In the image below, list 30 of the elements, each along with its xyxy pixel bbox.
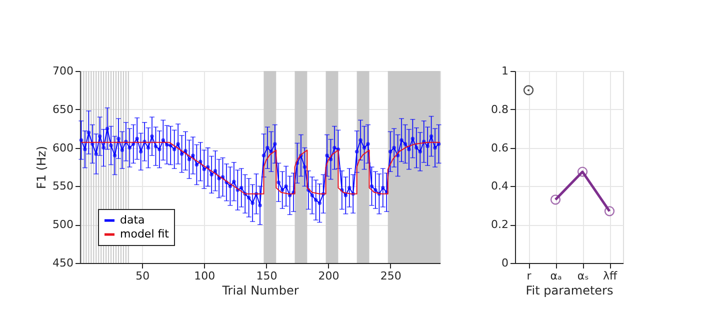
y-tick-label: 0.2 xyxy=(491,218,508,232)
legend-label: data xyxy=(120,214,145,226)
point xyxy=(604,206,615,216)
point xyxy=(577,166,588,177)
x-tick-label: 50 xyxy=(136,270,150,282)
y-axis-title: F1 (Hz) xyxy=(34,146,49,190)
y-tick-label: 550 xyxy=(52,180,74,193)
x-axis-title: Fit parameters xyxy=(526,284,614,298)
y-tick-label: 0.6 xyxy=(491,141,508,154)
y-tick-label: 450 xyxy=(52,256,74,270)
x-tick-label: 250 xyxy=(380,270,402,282)
point xyxy=(550,194,561,205)
point xyxy=(523,85,534,96)
y-tick-label: 0 xyxy=(502,256,508,270)
x-axis-title: Trial Number xyxy=(221,284,299,298)
x-tick-label: αₛ xyxy=(577,270,589,282)
y-tick-label: 500 xyxy=(52,218,74,232)
x-tick-label: 100 xyxy=(194,270,216,282)
y-tick-label: 700 xyxy=(52,64,74,78)
y-tick-label: 0.4 xyxy=(491,180,508,193)
y-tick-label: 600 xyxy=(52,141,74,154)
x-tick-label: αₐ xyxy=(550,270,562,282)
y-tick-label: 650 xyxy=(52,102,74,116)
x-tick-label: 150 xyxy=(256,270,278,282)
x-tick-label: r xyxy=(526,270,532,282)
x-tick-label: λff xyxy=(602,270,618,282)
y-tick-label: 0.8 xyxy=(491,102,508,116)
x-tick-label: 200 xyxy=(318,270,340,282)
y-tick-label: 1 xyxy=(502,64,508,78)
legend-label: model fit xyxy=(120,228,170,240)
